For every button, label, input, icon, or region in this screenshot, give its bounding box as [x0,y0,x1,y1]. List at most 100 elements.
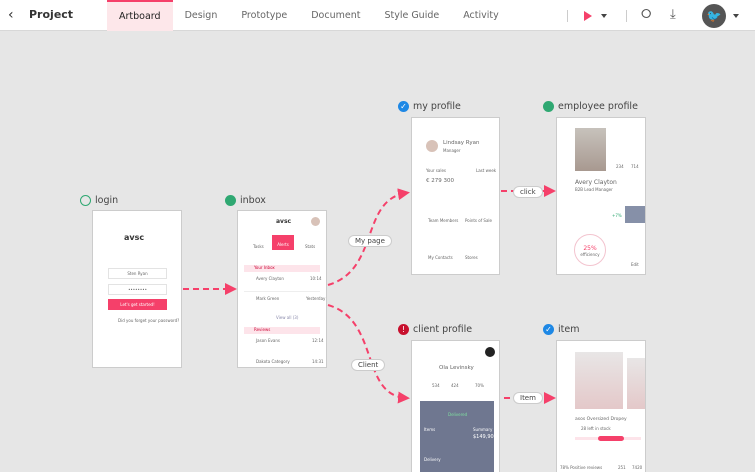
link-label-my-page[interactable]: My page [348,235,392,247]
reviews: 78% Positive reviews [560,465,603,470]
stat: 424 [451,383,459,388]
items-label: Items [424,427,436,432]
efficiency-gauge: 25% efficiency [574,234,606,266]
logo: avsc [124,233,145,242]
artboard-inbox[interactable]: avsc Tasks Alerts Stats Your Inbox Avery… [237,210,327,368]
count: 7420 [632,465,643,470]
period-select[interactable]: Last week [476,168,497,173]
logo: avsc [276,218,292,225]
message-sender[interactable]: Avery Clayton [256,276,284,281]
artboard-employee-profile[interactable]: Avery Clayton B2B Lead Manager 234 714 +… [556,117,646,275]
order-total: $149,90 [473,434,494,440]
link-inbox-client [327,304,410,404]
nav-tasks[interactable]: Tasks [253,244,264,249]
screen-label-client-profile[interactable]: ! client profile [398,324,472,335]
tab-activity[interactable]: Activity [463,10,499,21]
progress-icon [225,195,236,206]
review-sender[interactable]: Dakota Category [256,359,290,364]
tab-design[interactable]: Design [184,10,218,21]
stat: 534 [432,383,440,388]
check-icon: ✓ [398,101,409,112]
back-icon[interactable]: ‹ [8,7,14,23]
view-all-link[interactable]: View all (3) [276,315,299,320]
sales-label: Your sales [426,168,447,173]
growth-percent: +7% [612,213,622,218]
tab-artboard[interactable]: Artboard [107,0,173,31]
divider [626,10,627,22]
forgot-link[interactable]: Did you forget your password? [118,318,180,323]
tab-bar: Artboard Design Prototype Document Style… [107,0,511,31]
tile-team[interactable]: Team Members [428,218,459,223]
divider [567,10,568,22]
nav-stats[interactable]: Stats [305,244,316,249]
avatar [311,217,320,226]
product-photo [627,358,645,409]
order-card[interactable]: Delivered Items Summary $149,90 Delivery [420,401,494,472]
avatar[interactable]: 🐦 [702,4,726,28]
delivery-label: Delivery [424,457,441,462]
chevron-down-icon[interactable] [601,14,607,18]
avatar [485,347,495,357]
review-sender[interactable]: Jason Evans [256,338,280,343]
link-label-click[interactable]: click [513,186,543,198]
play-icon[interactable] [584,11,592,21]
stock-status: 28 left in stock [581,426,611,431]
link-label-client[interactable]: Client [351,359,386,371]
stat: 714 [631,164,639,169]
nav-alerts[interactable]: Alerts [272,235,294,250]
check-icon: ✓ [543,324,554,335]
product-photo [575,352,623,409]
tile-contacts[interactable]: My Contacts [428,255,453,260]
review-time: 12:14 [312,338,324,343]
order-status: Delivered [448,412,468,417]
stat: 70% [475,383,484,388]
artboard-item[interactable]: asos Oversized Dropey 28 left in stock 7… [556,340,646,472]
slider-handle[interactable] [598,436,624,441]
screen-label-login[interactable]: login [80,195,118,206]
link-label-item[interactable]: Item [513,392,543,404]
review-time: 14:31 [312,359,324,364]
artboard-client-profile[interactable]: Ola Levinsky 534 424 70% Delivered Items… [411,340,500,472]
summary-label: Summary [473,427,493,432]
username-field[interactable]: Sten Ryan [108,268,167,279]
edit-button[interactable]: Edit [631,262,639,267]
password-field[interactable]: •••••••• [108,284,167,295]
message-time: 10:14 [310,276,322,281]
share-icon[interactable]: ⭘ [641,7,652,22]
artboard-login[interactable]: avsc Sten Ryan •••••••• Let's get starte… [92,210,182,368]
tile-pos[interactable]: Points of Sale [465,218,492,223]
chart-block [625,206,645,223]
employee-role: B2B Lead Manager [575,187,613,192]
sales-amount: € 279 300 [426,178,454,184]
employee-photo [575,128,606,171]
count: 251 [618,465,626,470]
download-icon[interactable]: ⤓ [670,7,676,22]
project-title: Project [29,8,74,21]
screen-label-item[interactable]: ✓ item [543,324,579,335]
message-time: Yesterday [306,296,326,301]
start-button[interactable]: Let's get started! [108,299,167,310]
progress-icon [543,101,554,112]
progress-icon [80,195,91,206]
stat: 234 [616,164,624,169]
avatar [426,140,438,152]
artboard-my-profile[interactable]: Lindsay Ryan Manager Your sales Last wee… [411,117,500,275]
screen-label-inbox[interactable]: inbox [225,195,266,206]
profile-role: Manager [443,148,461,153]
chevron-down-icon[interactable] [733,14,739,18]
screen-label-my-profile[interactable]: ✓ my profile [398,101,461,112]
tile-stores[interactable]: Stores [465,255,478,260]
tab-document[interactable]: Document [311,10,361,21]
profile-name: Lindsay Ryan [443,140,480,146]
message-sender[interactable]: Mark Green [256,296,280,301]
screen-label-employee-profile[interactable]: employee profile [543,101,638,112]
section-header: Reviews [244,327,320,334]
section-header: Your Inbox [244,265,320,272]
product-title: asos Oversized Dropey [575,417,627,422]
tab-style-guide[interactable]: Style Guide [384,10,440,21]
error-icon: ! [398,324,409,335]
employee-name: Avery Clayton [575,179,617,186]
top-bar: ‹ Project Artboard Design Prototype Docu… [0,0,755,31]
tab-prototype[interactable]: Prototype [241,10,288,21]
client-name: Ola Levinsky [439,365,474,371]
